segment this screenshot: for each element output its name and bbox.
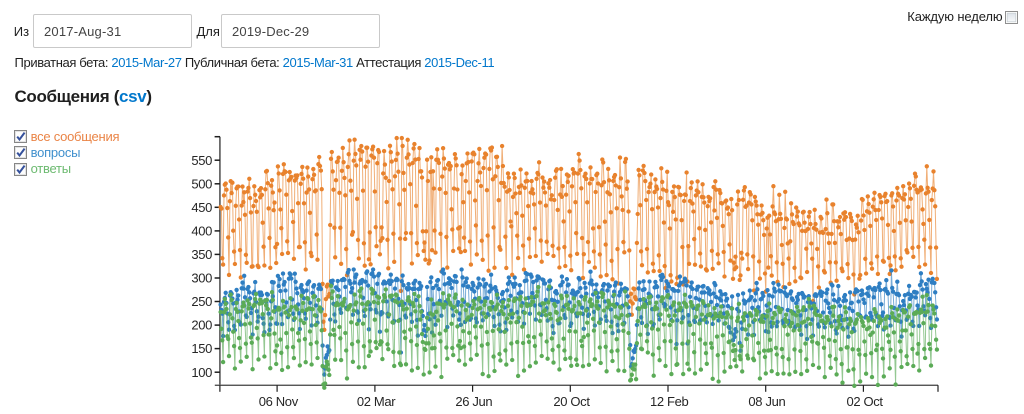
svg-text:550: 550 <box>191 153 212 168</box>
svg-text:02 Oct: 02 Oct <box>846 394 883 409</box>
svg-text:12 Feb: 12 Feb <box>650 394 688 409</box>
svg-text:450: 450 <box>191 200 212 215</box>
svg-text:250: 250 <box>191 294 212 309</box>
svg-text:300: 300 <box>191 271 212 286</box>
svg-text:500: 500 <box>191 176 212 191</box>
svg-text:06 Nov: 06 Nov <box>259 394 299 409</box>
svg-text:350: 350 <box>191 247 212 262</box>
svg-text:150: 150 <box>191 341 212 356</box>
svg-text:26 Jun: 26 Jun <box>455 394 492 409</box>
svg-text:200: 200 <box>191 318 212 333</box>
svg-text:02 Mar: 02 Mar <box>357 394 396 409</box>
svg-text:100: 100 <box>191 365 212 380</box>
svg-text:400: 400 <box>191 224 212 239</box>
svg-text:20 Oct: 20 Oct <box>553 394 590 409</box>
svg-text:08 Jun: 08 Jun <box>748 394 785 409</box>
